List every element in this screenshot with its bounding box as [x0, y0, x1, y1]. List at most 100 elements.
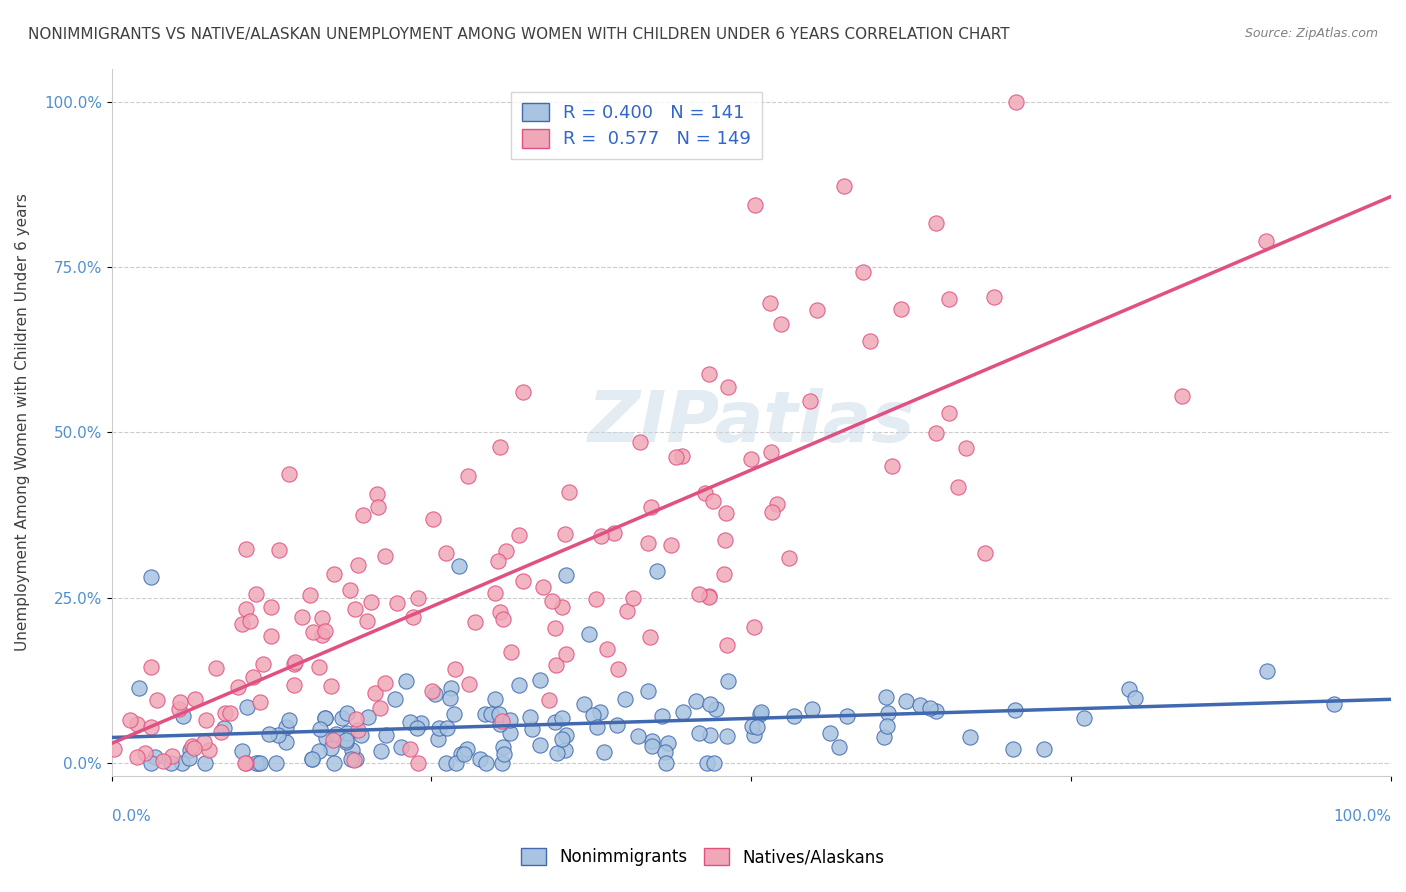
- Point: [983, 290, 1005, 304]
- Point: [364, 686, 387, 700]
- Point: [1004, 703, 1026, 717]
- Point: [589, 705, 612, 719]
- Point: [665, 450, 688, 465]
- Point: [716, 729, 738, 743]
- Point: [704, 702, 727, 716]
- Point: [339, 583, 361, 598]
- Point: [406, 722, 429, 736]
- Point: [260, 599, 283, 614]
- Point: [159, 756, 181, 771]
- Point: [453, 747, 475, 761]
- Point: [330, 711, 353, 725]
- Point: [655, 756, 678, 771]
- Point: [125, 716, 148, 731]
- Point: [938, 293, 960, 307]
- Point: [395, 673, 418, 688]
- Point: [299, 588, 322, 602]
- Point: [389, 739, 412, 754]
- Point: [876, 719, 898, 733]
- Point: [806, 303, 828, 318]
- Point: [427, 732, 450, 747]
- Point: [529, 673, 551, 687]
- Point: [1125, 690, 1147, 705]
- Point: [193, 735, 215, 749]
- Point: [877, 706, 900, 721]
- Point: [546, 657, 568, 672]
- Point: [235, 541, 257, 556]
- Point: [492, 747, 515, 761]
- Point: [713, 533, 735, 547]
- Point: [486, 554, 509, 568]
- Point: [908, 698, 931, 712]
- Point: [276, 735, 298, 749]
- Point: [384, 692, 406, 706]
- Point: [128, 681, 150, 695]
- Point: [301, 752, 323, 766]
- Point: [875, 690, 897, 704]
- Point: [544, 714, 567, 729]
- Y-axis label: Unemployment Among Women with Children Under 6 years: Unemployment Among Women with Children U…: [15, 194, 30, 651]
- Point: [489, 441, 512, 455]
- Point: [464, 615, 486, 629]
- Point: [406, 591, 429, 605]
- Point: [717, 674, 740, 689]
- Point: [1005, 95, 1028, 109]
- Point: [585, 592, 607, 607]
- Point: [344, 752, 367, 766]
- Point: [443, 706, 465, 721]
- Point: [695, 756, 717, 771]
- Point: [508, 528, 530, 542]
- Point: [245, 587, 267, 601]
- Point: [425, 687, 447, 701]
- Point: [621, 591, 644, 605]
- Point: [697, 590, 720, 604]
- Point: [558, 484, 581, 499]
- Point: [641, 739, 664, 754]
- Point: [177, 750, 200, 764]
- Point: [267, 728, 290, 742]
- Point: [357, 710, 380, 724]
- Point: [336, 725, 359, 739]
- Point: [162, 749, 184, 764]
- Text: Source: ZipAtlas.com: Source: ZipAtlas.com: [1244, 27, 1378, 40]
- Point: [717, 380, 740, 394]
- Point: [474, 707, 496, 722]
- Point: [832, 179, 855, 194]
- Point: [699, 698, 721, 712]
- Point: [1171, 389, 1194, 403]
- Legend: Nonimmigrants, Natives/Alaskans: Nonimmigrants, Natives/Alaskans: [513, 840, 893, 875]
- Point: [758, 296, 780, 310]
- Point: [873, 731, 896, 745]
- Point: [491, 756, 513, 771]
- Point: [141, 720, 163, 734]
- Point: [828, 740, 851, 755]
- Point: [456, 742, 478, 756]
- Point: [457, 677, 479, 691]
- Point: [529, 738, 551, 752]
- Point: [1323, 697, 1346, 711]
- Point: [231, 744, 253, 758]
- Point: [554, 526, 576, 541]
- Point: [765, 497, 787, 511]
- Point: [169, 695, 191, 709]
- Point: [315, 731, 337, 745]
- Point: [269, 542, 291, 557]
- Point: [344, 712, 367, 726]
- Point: [370, 701, 392, 715]
- Point: [918, 701, 941, 715]
- Point: [519, 709, 541, 723]
- Point: [761, 505, 783, 519]
- Point: [616, 604, 638, 618]
- Point: [484, 692, 506, 706]
- Point: [340, 743, 363, 757]
- Point: [314, 711, 336, 725]
- Point: [335, 732, 357, 747]
- Point: [896, 694, 918, 708]
- Point: [311, 628, 333, 642]
- Point: [209, 725, 232, 739]
- Point: [134, 746, 156, 760]
- Point: [278, 467, 301, 481]
- Point: [447, 558, 470, 573]
- Point: [252, 657, 274, 672]
- Point: [308, 744, 330, 758]
